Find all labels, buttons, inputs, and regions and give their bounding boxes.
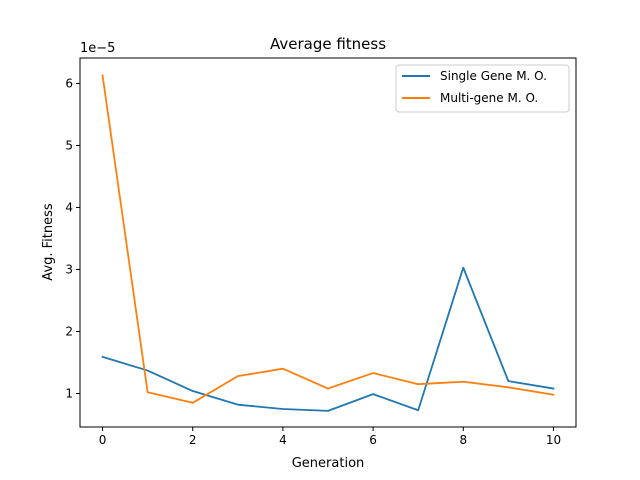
x-tick-label: 2 <box>189 433 197 447</box>
legend: Single Gene M. O. Multi-gene M. O. <box>395 64 570 113</box>
y-tick-label: 1 <box>65 387 73 401</box>
y-tick-label: 6 <box>65 76 73 90</box>
x-tick-label: 10 <box>546 433 561 447</box>
x-tick-label: 0 <box>99 433 107 447</box>
y-tick-label: 5 <box>65 138 73 152</box>
y-tick-label: 3 <box>65 262 73 276</box>
y-axis: 1 2 3 4 5 6 <box>65 76 80 401</box>
legend-label-single-gene: Single Gene M. O. <box>440 69 547 83</box>
y-axis-label: Avg. Fitness <box>41 203 56 281</box>
plot-area <box>101 74 555 412</box>
series-line-multi-gene <box>101 74 555 404</box>
x-axis-label: Generation <box>292 456 365 471</box>
y-scale-offset: 1e−5 <box>80 41 115 56</box>
x-tick-label: 6 <box>369 433 377 447</box>
axes-frame <box>79 57 577 428</box>
series-line-single-gene <box>101 266 555 412</box>
chart-title: Average fitness <box>270 35 386 53</box>
legend-box <box>395 64 570 113</box>
legend-label-multi-gene: Multi-gene M. O. <box>440 91 538 105</box>
x-tick-label: 8 <box>459 433 467 447</box>
x-tick-label: 4 <box>279 433 287 447</box>
y-tick-label: 4 <box>65 200 73 214</box>
y-tick-label: 2 <box>65 324 73 338</box>
x-axis: 0 2 4 6 8 10 <box>99 427 561 447</box>
